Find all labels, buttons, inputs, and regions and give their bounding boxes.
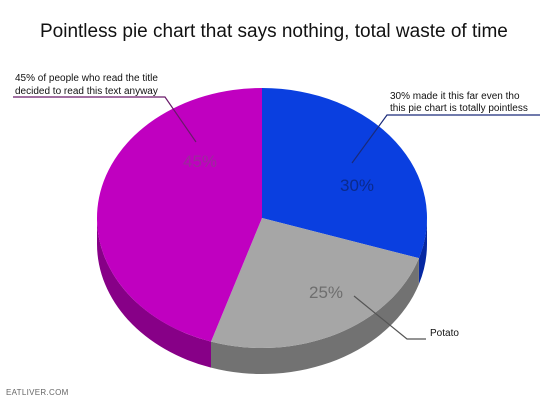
callout-line-magenta [13,96,197,143]
slice-label-blue: 30% [340,176,374,195]
pie-side-magenta [97,218,212,368]
pie-slice-gray [211,218,419,348]
callout-magenta-line-2: decided to read this text anyway [15,86,158,97]
callout-blue-line-1: 30% made it this far even tho [390,91,520,102]
pie-side-gray [211,258,419,374]
chart-title: Pointless pie chart that says nothing, t… [40,21,508,42]
pie-3d-sides [97,218,427,374]
pie-slice-tops [96,88,427,348]
callout-gray: Potato [430,328,459,339]
callout-line-blue [351,114,540,164]
callout-line-gray [353,295,426,340]
callout-leader-lines [13,96,540,340]
callout-blue-line-2: this pie chart is totally pointless [390,103,528,114]
slice-label-magenta: 45% [183,152,217,171]
callout-magenta-line-1: 45% of people who read the title [15,73,158,84]
watermark: EATLIVER.COM [6,388,69,397]
pie-side-blue [418,218,427,285]
slice-label-gray: 25% [309,283,343,302]
pie-slice-blue [262,88,427,259]
pie-slice-magenta [96,88,262,342]
